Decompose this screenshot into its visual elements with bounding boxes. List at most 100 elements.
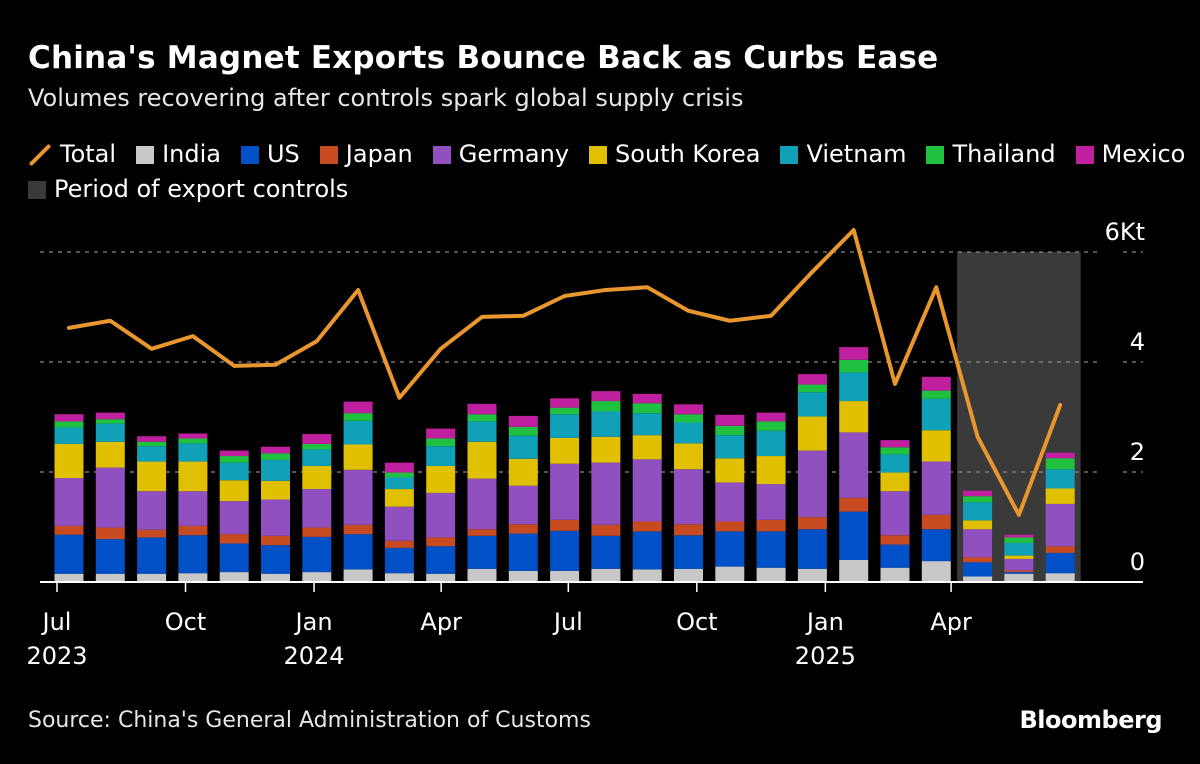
total-point [275,364,276,366]
bar-segment-vietnam [839,372,869,402]
bar-segment-germany [1004,558,1034,571]
bar-segment-us [261,545,290,574]
bar-segment-vietnam [674,422,703,444]
bar-segment-mexico [219,450,249,457]
bar-segment-germany [426,492,456,538]
bar-segment-us [674,535,703,569]
bar-segment-thailand [674,414,703,423]
legend-swatch [28,180,46,199]
legend-label: Japan [345,140,413,168]
bar-segment-germany [1045,503,1075,547]
bar-segment-us [963,562,993,577]
bar-segment-japan [756,519,786,532]
bar-segment-thailand [178,438,208,444]
bar-segment-japan [343,524,373,535]
bar-segment-vietnam [756,430,786,457]
legend-item: India [136,137,221,172]
bar-segment-japan [921,514,951,530]
bar-segment-india [880,567,910,582]
bar-segment-mexico [921,376,951,391]
bar-segment-japan [261,535,290,546]
bar-segment-mexico [550,398,580,408]
bar-segment-mexico [95,412,125,420]
bar-segment-south-korea [797,416,827,451]
chart-title: China's Magnet Exports Bounce Back as Cu… [28,40,939,76]
bar-segment-mexico [54,414,84,422]
legend-swatch [1075,145,1094,164]
legend-swatch [926,145,945,164]
bar-segment-us [426,546,456,574]
legend-item: Total [28,137,116,172]
bar-segment-vietnam [921,398,951,431]
bar-segment-mexico [261,446,290,454]
total-point [811,271,813,273]
chart-subtitle: Volumes recovering after controls spark … [28,84,744,112]
bar-segment-vietnam [632,413,662,436]
bar-segment-japan [467,529,497,536]
bar-segment-germany [95,467,125,528]
bar-segment-japan [550,519,580,531]
bar-segment-japan [178,525,208,536]
bar-segment-us [302,536,332,573]
bar-segment-vietnam [178,443,208,462]
bar-segment-mexico [1045,452,1075,459]
bar-segment-thailand [715,425,745,436]
total-point [1018,514,1020,516]
bar-segment-germany [797,450,827,518]
bar-segment-thailand [1045,458,1075,470]
bar-segment-thailand [591,401,621,412]
total-point [357,289,359,291]
legend-label: US [266,140,300,168]
bar-segment-india [261,573,290,582]
bar-segment-india [797,568,827,582]
legend-swatch [319,145,338,164]
bar-segment-germany [632,459,662,522]
legend-item: Germany [432,137,569,172]
bar-segment-germany [963,529,993,558]
bar-segment-south-korea [384,489,414,507]
legend-label: Mexico [1101,140,1186,168]
bar-segment-vietnam [963,502,993,521]
bar-segment-india [674,568,703,582]
bar-segment-thailand [756,421,786,431]
legend: Total India US Japan Germany South Korea Vietn… [28,137,1188,207]
bar-segment-south-korea [591,436,621,463]
bar-segment-south-korea [632,435,662,460]
bar-segment-germany [261,499,290,536]
bar-segment-thailand [54,421,84,428]
x-tick-year-label: 2023 [26,642,87,670]
total-point [522,315,524,317]
bar-segment-thailand [343,413,373,421]
bar-segment-india [219,572,249,582]
legend-label: Thailand [952,140,1056,168]
bar-segment-japan [508,524,538,534]
bar-segment-vietnam [715,435,745,459]
bar-segment-thailand [632,403,662,414]
bar-segment-south-korea [508,458,538,486]
bar-segment-thailand [261,453,290,460]
bar-segment-germany [137,491,167,530]
bar-segment-south-korea [1045,488,1075,504]
bar-segment-us [715,531,745,567]
bar-segment-japan [632,521,662,532]
bar-segment-us [384,547,414,574]
bar-segment-us [1004,572,1034,574]
x-tick-label: Apr [420,608,462,636]
bar-segment-us [137,537,167,574]
bar-segment-south-korea [95,441,125,468]
legend-item: Mexico [1075,137,1186,172]
legend-swatch [136,145,155,164]
bar-segment-vietnam [137,446,167,462]
bar-segment-germany [591,462,621,525]
bar-segment-us [839,511,869,560]
bar-segment-thailand [797,384,827,393]
bar-segment-japan [963,557,993,563]
bar-segment-germany [384,506,414,541]
bar-segment-south-korea [963,520,993,530]
bar-segment-south-korea [1004,555,1034,559]
total-point [398,397,400,399]
bar-segment-thailand [467,414,497,422]
bar-segment-germany [880,491,910,536]
bar-segment-japan [591,524,621,536]
